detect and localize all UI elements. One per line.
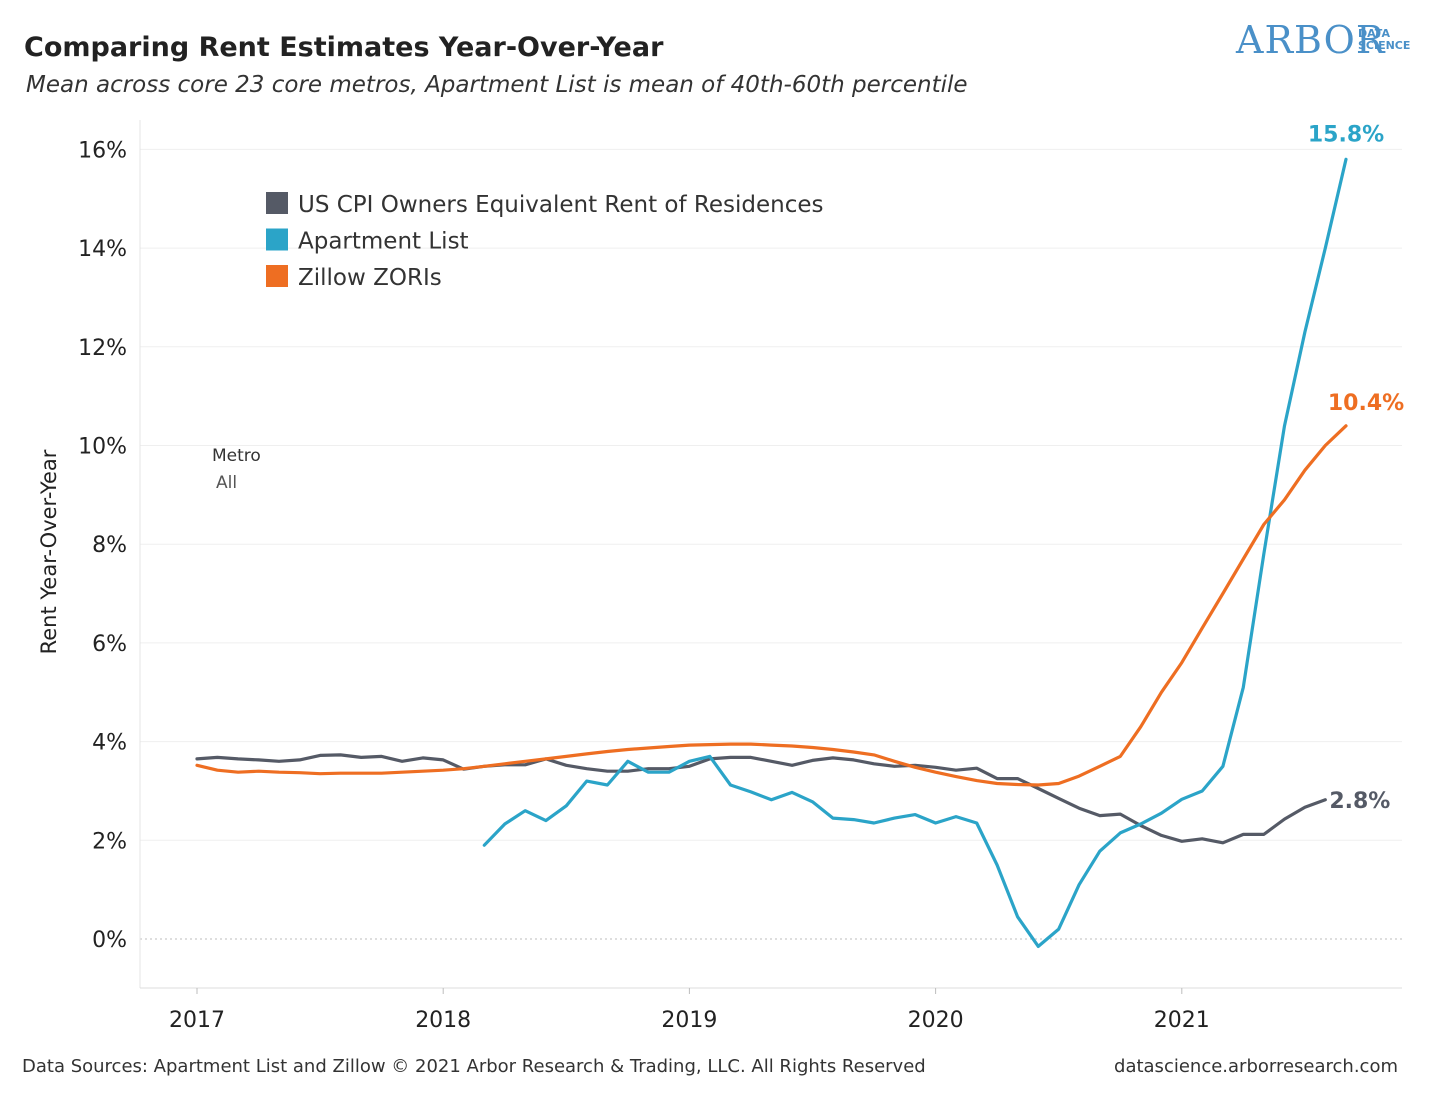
end-label-apartment-list: 15.8% bbox=[1308, 122, 1384, 147]
y-tick-label: 6% bbox=[92, 632, 127, 657]
chart-subtitle: Mean across core 23 core metros, Apartme… bbox=[26, 72, 968, 98]
legend-swatch-apartment-list bbox=[266, 228, 288, 251]
legend-label-zillow-zoris: Zillow ZORIs bbox=[298, 265, 442, 291]
x-tick-label: 2018 bbox=[415, 1008, 471, 1033]
metro-filter-value[interactable]: All bbox=[216, 473, 237, 493]
y-tick-label: 2% bbox=[92, 829, 127, 854]
logo-main-text: ARBOR bbox=[1236, 18, 1386, 62]
metro-filter-title: Metro bbox=[212, 446, 261, 466]
data-sources: Data Sources: Apartment List and Zillow … bbox=[22, 1056, 926, 1077]
series-line-us-cpi-owners-equivalent-rent-of-residences[interactable] bbox=[195, 753, 1327, 845]
legend: US CPI Owners Equivalent Rent of Residen… bbox=[266, 192, 823, 291]
chart-title: Comparing Rent Estimates Year-Over-Year bbox=[24, 32, 664, 63]
y-tick-label: 10% bbox=[78, 435, 127, 460]
axes: 0% 2% 4% 6% 8% 10% 12% 14% 16% 2017 2018 2019 2020 20… bbox=[78, 120, 1402, 1033]
grid-lines bbox=[140, 148, 1402, 940]
y-tick-label: 8% bbox=[92, 533, 127, 558]
legend-swatch-zillow-zoris bbox=[266, 265, 288, 287]
x-tick-label: 2019 bbox=[661, 1008, 717, 1033]
x-tick-label: 2021 bbox=[1154, 1008, 1210, 1033]
series-lines bbox=[195, 157, 1348, 949]
legend-label-us-cpi-owners-equivalent-rent-of-residences: US CPI Owners Equivalent Rent of Residen… bbox=[298, 192, 823, 218]
end-labels: 2.8% 15.8% 10.4% bbox=[1308, 122, 1404, 814]
logo-sub-text: DATA SCIENCE bbox=[1358, 28, 1410, 52]
series-line-zillow-zoris[interactable] bbox=[195, 424, 1348, 787]
x-tick-label: 2020 bbox=[908, 1008, 964, 1033]
legend-swatch-us-cpi-owners-equivalent-rent-of-residences bbox=[266, 192, 288, 214]
end-label-us-cpi-owners-equivalent-rent-of-residences: 2.8% bbox=[1329, 789, 1390, 814]
y-tick-label: 14% bbox=[78, 237, 127, 262]
y-tick-label: 12% bbox=[78, 336, 127, 361]
logo-sub-line2: SCIENCE bbox=[1358, 39, 1411, 52]
x-tick-label: 2017 bbox=[169, 1008, 225, 1033]
legend-label-apartment-list: Apartment List bbox=[298, 229, 469, 255]
y-axis-label: Rent Year-Over-Year bbox=[37, 449, 61, 654]
end-label-zillow-zoris: 10.4% bbox=[1328, 391, 1404, 416]
y-tick-label: 0% bbox=[92, 928, 127, 953]
y-tick-label: 16% bbox=[78, 138, 127, 163]
y-tick-label: 4% bbox=[92, 731, 127, 756]
logo-sub-line1: DATA bbox=[1358, 27, 1390, 40]
website-link[interactable]: datascience.arborresearch.com bbox=[1114, 1056, 1398, 1077]
series-line-apartment-list[interactable] bbox=[482, 157, 1348, 949]
metro-filter[interactable]: Metro All bbox=[212, 446, 261, 493]
